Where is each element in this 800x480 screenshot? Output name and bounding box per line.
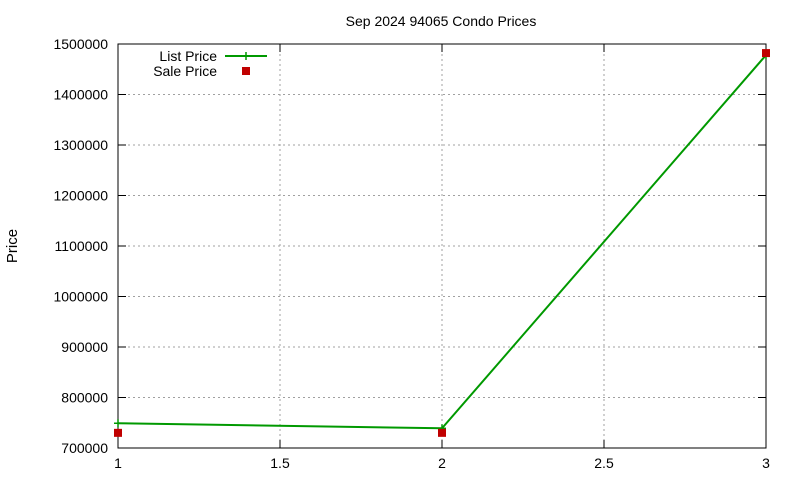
y-axis-label: Price	[4, 229, 21, 263]
series-layer	[114, 49, 770, 437]
axis-ticks: 700000 800000 900000 1000000 1100000 1200000 1…	[53, 36, 770, 471]
legend-label-sale-price: Sale Price	[153, 63, 217, 79]
y-tick-label: 800000	[61, 390, 108, 406]
y-tick-label: 1000000	[53, 289, 108, 305]
y-tick-label: 1500000	[53, 36, 108, 52]
legend-label-list-price: List Price	[159, 48, 217, 64]
list-price-point	[114, 419, 122, 428]
legend-swatch-sale-price	[242, 67, 250, 75]
x-tick-label: 2	[438, 455, 446, 471]
x-tick-label: 2.5	[594, 455, 614, 471]
sale-price-point	[114, 428, 122, 437]
sale-price-point	[438, 428, 446, 437]
y-tick-label: 1100000	[55, 238, 109, 254]
legend-marker-list-price	[242, 52, 250, 60]
x-tick-label: 1.5	[270, 455, 290, 471]
y-tick-label: 1400000	[53, 87, 108, 103]
x-tick-label: 1	[114, 455, 122, 471]
x-tick-label: 3	[762, 455, 770, 471]
sale-price-point	[762, 49, 770, 58]
y-tick-label: 1200000	[53, 188, 108, 204]
grid-lines	[118, 44, 766, 448]
y-tick-label: 1300000	[53, 137, 108, 153]
y-tick-label: 700000	[61, 440, 108, 456]
chart-title: Sep 2024 94065 Condo Prices	[346, 13, 537, 29]
y-tick-label: 900000	[61, 339, 108, 355]
